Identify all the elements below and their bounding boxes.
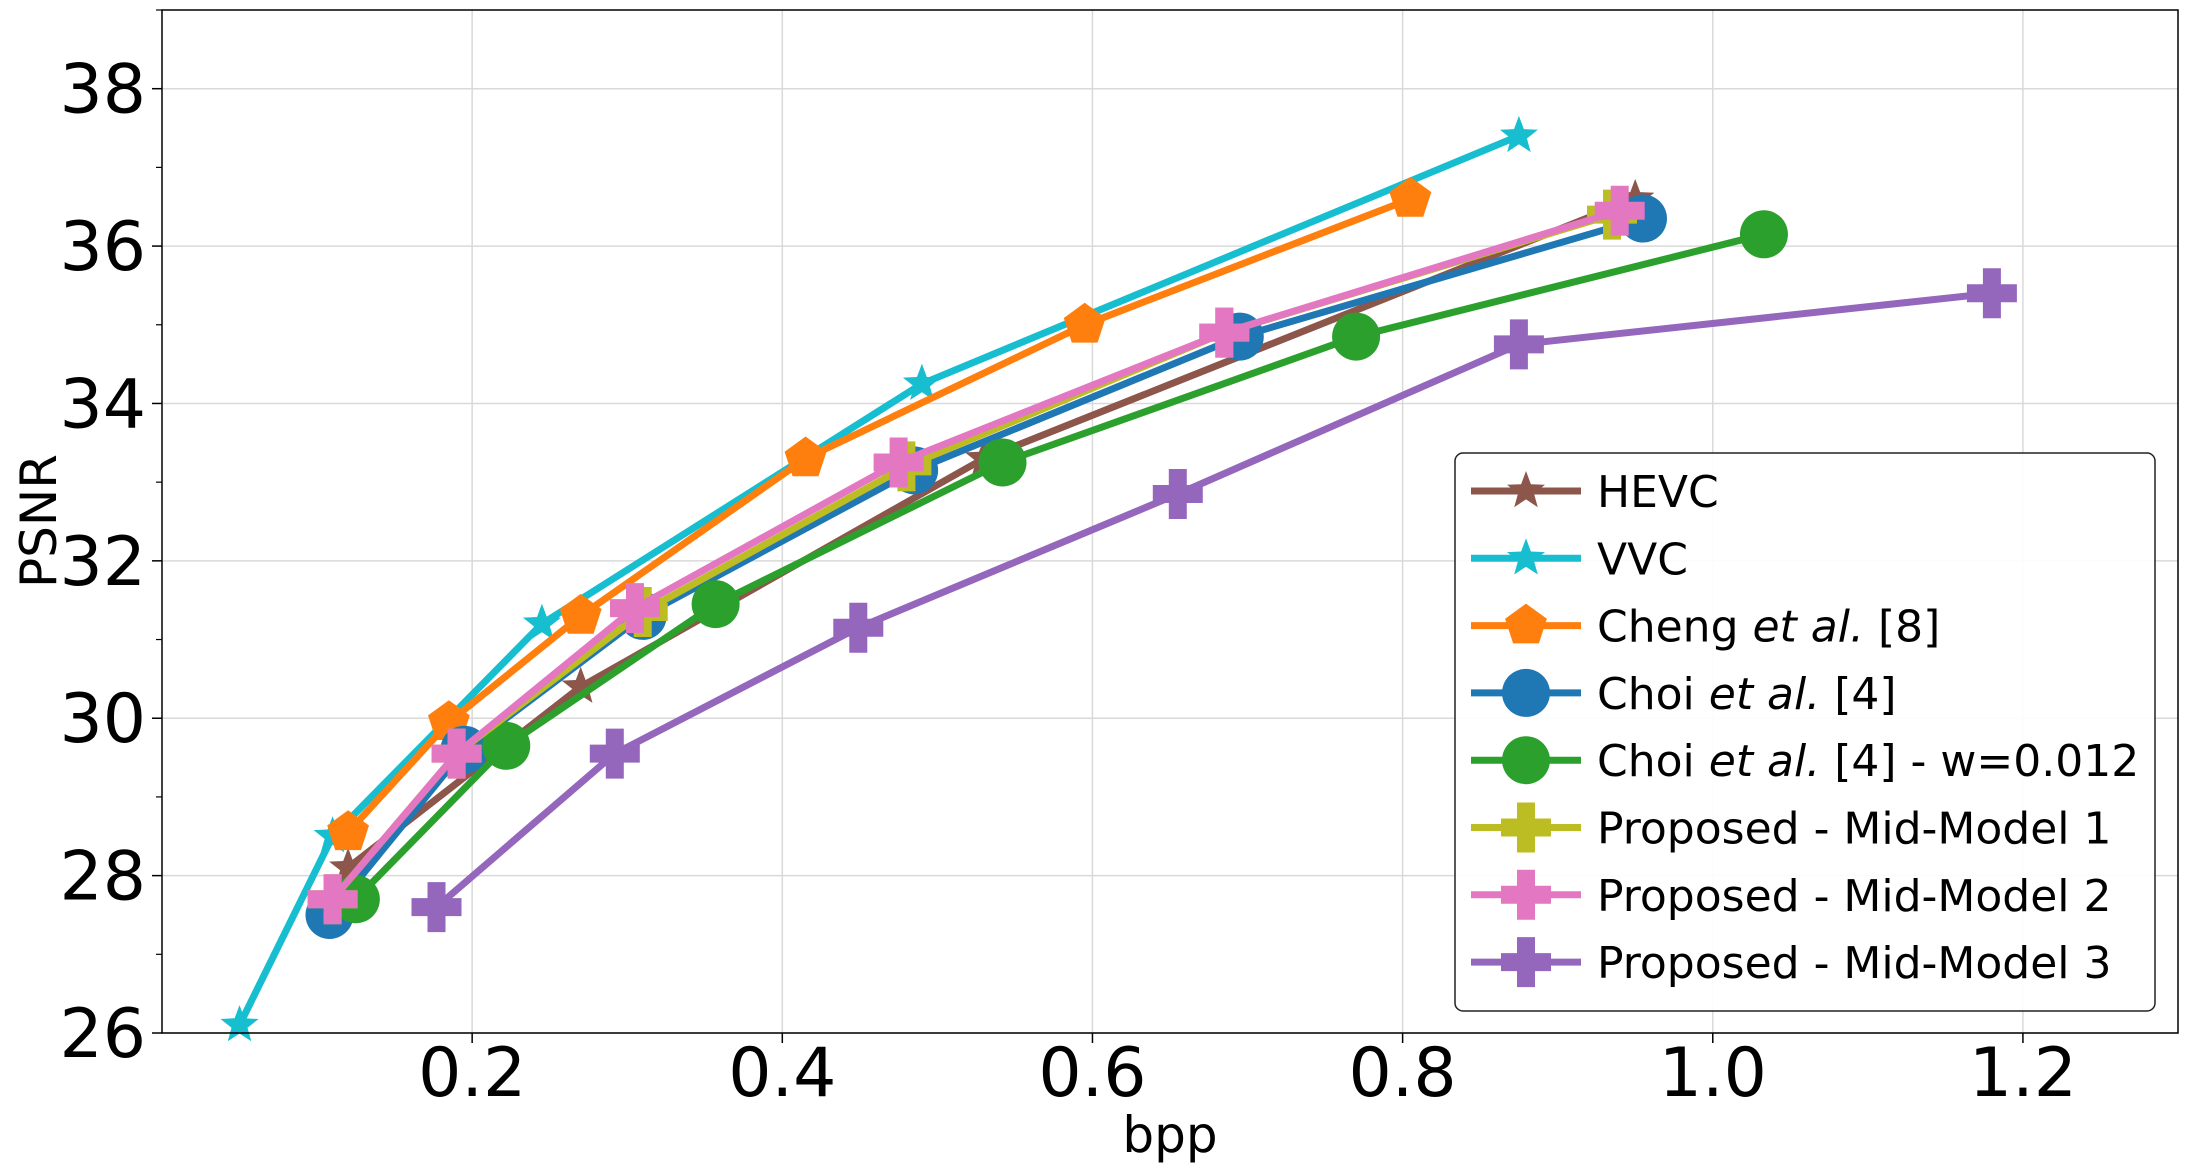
legend-label-part: et al. xyxy=(1752,602,1863,653)
data-point xyxy=(1739,210,1788,259)
data-point xyxy=(482,721,531,770)
legend-label-part: HEVC xyxy=(1597,467,1719,518)
data-point xyxy=(1199,307,1250,358)
series-layer xyxy=(220,115,2017,1042)
legend-label-part: Proposed - Mid-Model 1 xyxy=(1597,804,2112,855)
data-point xyxy=(561,666,600,703)
data-point xyxy=(902,363,941,400)
plot-frame xyxy=(161,9,2179,1034)
series-line xyxy=(344,195,1414,836)
ticks: 0.2 0.4 0.6 0.8 1.0 1.2 26 28 30 32 34 36 38 xyxy=(59,9,2077,1113)
data-point xyxy=(220,1005,259,1042)
legend-marker xyxy=(1501,802,1551,853)
data-point xyxy=(610,583,660,634)
data-point xyxy=(589,728,640,779)
data-point xyxy=(327,810,369,851)
legend-label: Choi et al. [4] xyxy=(1597,669,1897,720)
data-point xyxy=(1332,312,1381,361)
data-point xyxy=(1152,469,1203,519)
legend-label-part: Proposed - Mid-Model 3 xyxy=(1597,938,2112,989)
data-point xyxy=(1966,268,2017,319)
data-point xyxy=(307,874,358,925)
legend-label: Choi et al. [4] - w=0.012 xyxy=(1597,736,2139,787)
data-point xyxy=(559,593,602,634)
y-tick-label: 32 xyxy=(59,523,146,602)
legend-label: VVC xyxy=(1597,534,1688,585)
legend-label-part: Cheng xyxy=(1597,602,1752,653)
x-tick-label: 0.8 xyxy=(1349,1034,1457,1113)
legend-item: Cheng et al. [8] xyxy=(1471,602,1940,653)
series-line xyxy=(433,289,1996,911)
legend-label: Cheng et al. [8] xyxy=(1597,602,1940,653)
data-point xyxy=(873,437,924,488)
legend-item: Choi et al. [4] - w=0.012 xyxy=(1471,736,2139,787)
data-point xyxy=(784,436,827,477)
legend-box xyxy=(1454,452,2156,1012)
legend-label-part: [4] xyxy=(1820,669,1896,720)
legend-item: Choi et al. [4] xyxy=(1471,668,1897,720)
legend-item: Proposed - Mid-Model 1 xyxy=(1471,802,2112,855)
x-tick-label: 1.2 xyxy=(1969,1034,2077,1113)
y-tick-label: 38 xyxy=(59,51,146,130)
legend-label-part: Proposed - Mid-Model 2 xyxy=(1597,871,2112,922)
legend-item: HEVC xyxy=(1471,467,1719,518)
data-point xyxy=(691,580,740,629)
data-point xyxy=(1063,302,1106,343)
y-tick-label: 28 xyxy=(59,838,146,917)
data-point xyxy=(1493,319,1544,370)
legend-label-part: et al. xyxy=(1709,736,1820,787)
series-line xyxy=(352,230,1768,903)
legend-label: HEVC xyxy=(1597,467,1719,518)
data-point xyxy=(978,438,1027,487)
legend-label: Proposed - Mid-Model 2 xyxy=(1597,871,2112,922)
legend-label: Proposed - Mid-Model 1 xyxy=(1597,804,2112,855)
data-point xyxy=(1499,115,1538,153)
series-line xyxy=(344,195,1639,872)
data-point xyxy=(1594,185,1645,236)
series-line xyxy=(329,207,1624,903)
data-point xyxy=(1389,176,1432,217)
y-tick-label: 36 xyxy=(59,208,146,287)
legend-label-part: Choi xyxy=(1597,736,1709,787)
data-point xyxy=(431,728,482,779)
series-line xyxy=(326,215,1647,919)
legend-marker xyxy=(1502,668,1550,717)
data-point xyxy=(833,602,884,653)
legend-label: Proposed - Mid-Model 3 xyxy=(1597,938,2112,989)
legend-label-part: Choi xyxy=(1597,669,1709,720)
data-point xyxy=(522,603,561,640)
series-proposed-mid-model-1 xyxy=(307,189,1637,925)
legend-marker xyxy=(1502,736,1550,785)
x-tick-label: 0.4 xyxy=(728,1034,836,1113)
legend-item: VVC xyxy=(1471,534,1688,585)
legend-marker xyxy=(1507,471,1545,508)
legend-label-part: [4] - w=0.012 xyxy=(1820,736,2139,787)
legend-label-part: [8] xyxy=(1864,602,1940,653)
series-cheng-et-al-8 xyxy=(327,176,1432,851)
x-axis-label: bpp xyxy=(1122,1106,1217,1164)
data-point xyxy=(411,882,462,933)
y-tick-label: 26 xyxy=(59,995,146,1074)
legend-item: Proposed - Mid-Model 3 xyxy=(1471,937,2112,989)
legend-marker xyxy=(1507,538,1545,575)
legend-item: Proposed - Mid-Model 2 xyxy=(1471,869,2112,922)
series-proposed-mid-model-2 xyxy=(307,185,1645,925)
legend-marker xyxy=(1501,937,1551,988)
data-point xyxy=(329,847,368,884)
legend-marker xyxy=(1501,869,1551,920)
series-proposed-mid-model-3 xyxy=(411,268,2017,933)
y-tick-label: 34 xyxy=(59,365,146,444)
x-tick-label: 1.0 xyxy=(1659,1034,1767,1113)
y-axis-label: PSNR xyxy=(10,454,68,588)
x-tick-label: 0.2 xyxy=(418,1034,526,1113)
x-tick-label: 0.6 xyxy=(1038,1034,1146,1113)
legend-label-part: VVC xyxy=(1597,534,1688,585)
y-tick-label: 30 xyxy=(59,680,146,759)
legend-marker xyxy=(1505,603,1547,644)
legend-label-part: et al. xyxy=(1709,669,1820,720)
